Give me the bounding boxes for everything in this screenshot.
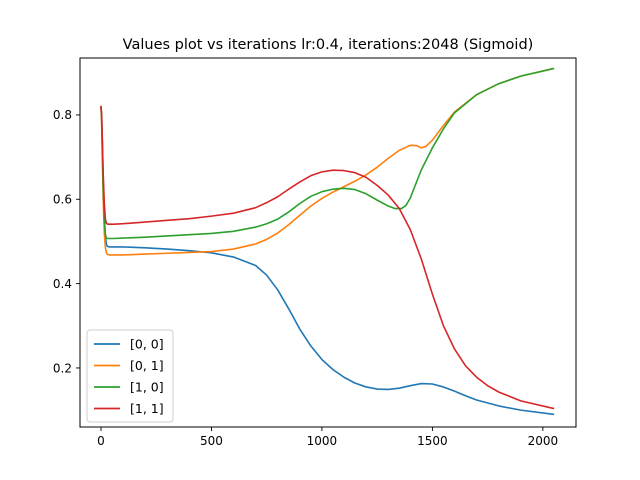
legend-box [86, 329, 174, 423]
x-axis: 0 500 1000 1500 2000 [97, 427, 558, 448]
x-tick-label: 500 [200, 434, 223, 448]
y-tick-label: 0.6 [53, 193, 72, 207]
chart-title: Values plot vs iterations lr:0.4, iterat… [123, 37, 534, 53]
x-tick-label: 1000 [307, 434, 338, 448]
x-tick-label: 0 [97, 434, 105, 448]
series-line-3 [100, 105, 555, 410]
legend: [0, 0] [0, 1] [1, 0] [1, 1] [86, 329, 174, 423]
y-tick-label: 0.2 [53, 361, 72, 375]
series-line-0 [100, 105, 555, 416]
y-tick-label: 0.8 [53, 108, 72, 122]
y-tick-label: 0.4 [53, 277, 72, 291]
plot-frame [79, 57, 577, 428]
legend-label-2: [1, 0] [130, 380, 164, 395]
series-line-2 [100, 67, 555, 240]
legend-label-0: [0, 0] [130, 337, 164, 352]
series-layer [100, 67, 555, 416]
x-tick-label: 2000 [528, 434, 559, 448]
legend-label-3: [1, 1] [130, 401, 164, 416]
y-axis: 0.2 0.4 0.6 0.8 [53, 108, 80, 375]
x-tick-label: 1500 [417, 434, 448, 448]
series-line-1 [100, 67, 555, 256]
legend-label-1: [0, 1] [130, 358, 164, 373]
